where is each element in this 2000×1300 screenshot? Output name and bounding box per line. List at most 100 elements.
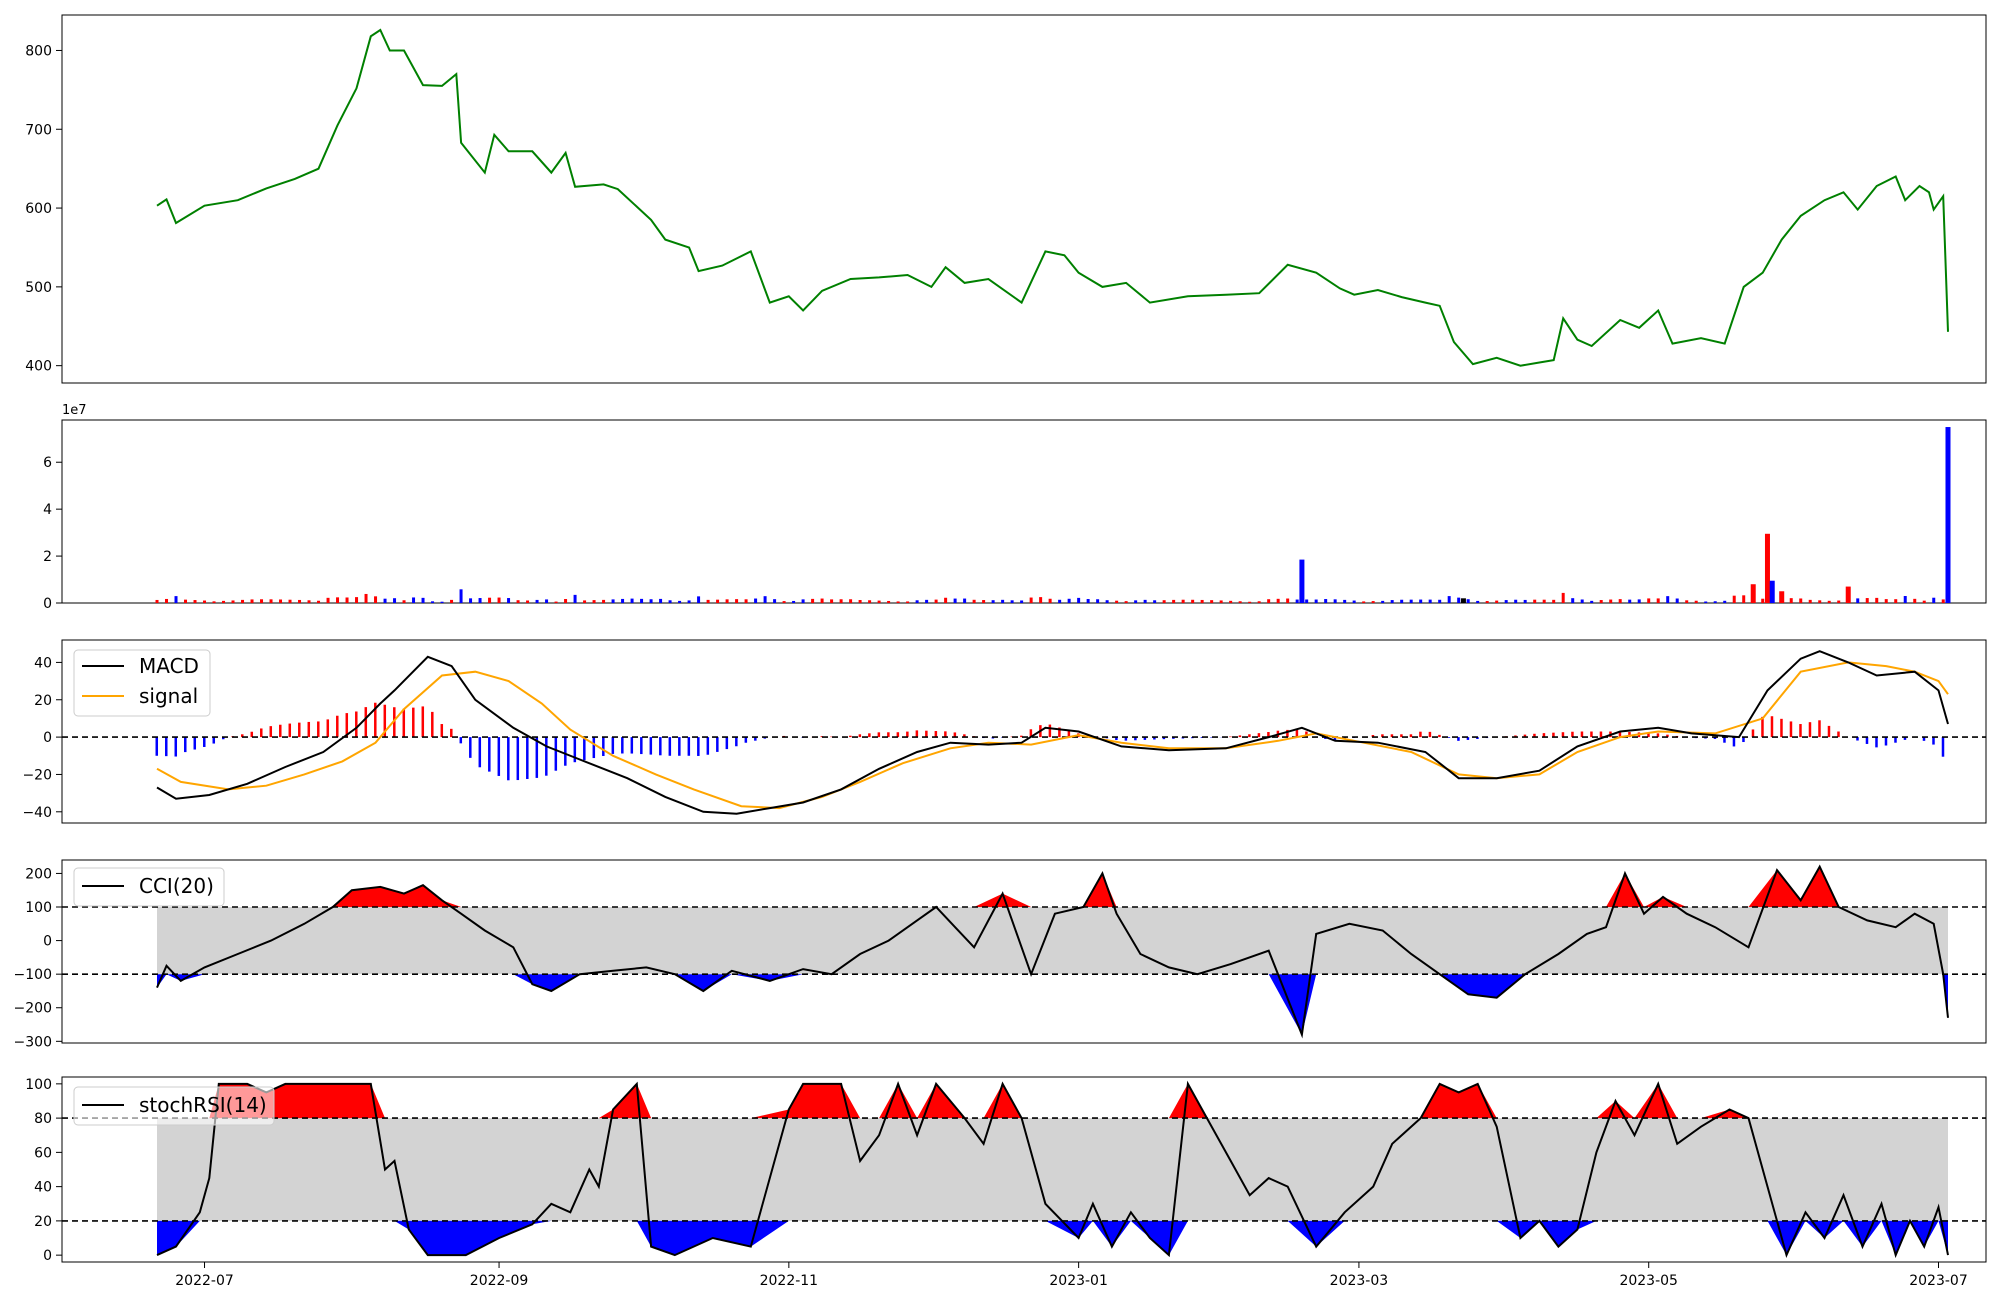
volume-bar	[279, 599, 283, 603]
macd-histogram-bar	[1523, 734, 1527, 738]
legend-stochrsi-label: stochRSI(14)	[139, 1093, 267, 1117]
volume-bar	[725, 599, 729, 603]
volume-bar	[678, 600, 682, 603]
volume-bar	[212, 601, 216, 603]
volume-bar	[1789, 598, 1793, 603]
volume-bar	[1238, 601, 1242, 603]
macd-histogram-bar	[1134, 737, 1137, 741]
volume-bar	[1922, 600, 1926, 603]
volume-bar	[535, 599, 539, 603]
volume-bar	[1945, 427, 1951, 603]
macd-histogram-bar	[687, 737, 691, 756]
macd-histogram-bar	[165, 737, 168, 757]
macd-histogram-bar	[1248, 734, 1251, 738]
macd-histogram-bar	[1713, 737, 1717, 739]
y-tick-label: 0	[43, 730, 52, 746]
macd-legend: MACD signal	[73, 649, 211, 717]
macd-histogram-bar	[1571, 731, 1574, 738]
volume-bar	[250, 599, 254, 603]
volume-bar	[155, 599, 159, 603]
volume-bar	[1856, 598, 1860, 603]
volume-bar	[868, 600, 872, 603]
volume-bar	[402, 600, 406, 603]
volume-bar	[1020, 600, 1024, 603]
volume-bar	[1590, 600, 1594, 603]
macd-histogram-bar	[535, 737, 539, 778]
volume-bar	[1523, 599, 1527, 603]
macd-histogram-bar	[1048, 724, 1052, 738]
volume-bar	[811, 598, 815, 603]
macd-histogram-bar	[554, 737, 558, 771]
macd-histogram-bar	[1153, 737, 1156, 740]
volume-bar	[1029, 597, 1033, 603]
y-tick-label: 80	[34, 1111, 52, 1127]
macd-histogram-bar	[1723, 737, 1726, 743]
macd-histogram-bar	[1115, 737, 1118, 741]
volume-bar	[1704, 601, 1708, 603]
volume-bar	[934, 599, 938, 603]
volume-bar	[260, 599, 264, 603]
volume-bar	[1769, 580, 1775, 603]
x-tick-label: 2023-03	[1330, 1273, 1389, 1289]
macd-histogram-bar	[583, 737, 586, 761]
volume-bar	[1438, 599, 1442, 603]
stochrsi-band-fill	[157, 1118, 1948, 1221]
y-tick-label: 400	[25, 359, 52, 375]
macd-histogram-bar	[1029, 729, 1033, 738]
volume-bar	[792, 600, 796, 603]
macd-histogram-bar	[1257, 733, 1261, 738]
volume-bar	[1685, 600, 1689, 603]
volume-bar	[877, 600, 881, 603]
volume-bar	[1609, 599, 1613, 603]
volume-bar	[1618, 599, 1622, 603]
volume-bar	[830, 599, 834, 603]
macd-histogram-bar	[706, 737, 710, 755]
volume-offset-label: 1e7	[62, 403, 87, 418]
macd-histogram-bar	[1438, 734, 1441, 738]
macd-histogram-bar	[507, 737, 510, 781]
macd-histogram-bar	[1533, 733, 1536, 738]
macd-histogram-bar	[697, 737, 700, 756]
volume-bar	[1058, 599, 1062, 603]
stochrsi-line	[156, 1080, 1949, 1259]
macd-histogram-bar	[174, 737, 178, 757]
macd-histogram-bar	[1770, 716, 1774, 738]
volume-bar	[1913, 598, 1917, 603]
volume-bar	[896, 601, 900, 603]
macd-histogram-bar	[754, 737, 757, 741]
macd-histogram-bar	[1732, 737, 1736, 747]
volume-bar	[1542, 599, 1546, 603]
volume-bar	[1466, 599, 1470, 603]
volume-bar	[345, 597, 349, 603]
volume-bar	[611, 599, 615, 603]
macd-histogram-bar	[488, 737, 491, 772]
macd-histogram-bar	[1647, 732, 1650, 738]
volume-bar	[241, 599, 245, 603]
volume-bar	[1656, 598, 1660, 603]
stochrsi-legend: stochRSI(14)	[73, 1086, 275, 1126]
macd-histogram-bar	[1229, 736, 1232, 738]
legend-signal-label: signal	[139, 684, 198, 708]
volume-bar	[526, 600, 530, 603]
volume-bar	[754, 598, 758, 603]
volume-bar	[801, 599, 805, 603]
macd-histogram-bar	[1390, 734, 1394, 738]
volume-bar	[431, 601, 435, 603]
volume-bar	[1257, 601, 1261, 603]
volume-bar	[1865, 598, 1869, 603]
macd-histogram-bar	[440, 724, 444, 738]
macd-histogram-bar	[649, 737, 653, 755]
volume-bar	[744, 599, 748, 603]
macd-histogram-bar	[1780, 718, 1783, 738]
volume-bar	[393, 598, 397, 603]
cci-line	[156, 864, 1949, 1039]
macd-histogram-bar	[497, 737, 501, 776]
macd-histogram-bar	[250, 731, 254, 738]
volume-bar	[298, 599, 302, 603]
macd-histogram-bar	[678, 737, 681, 756]
macd-histogram-bar	[1295, 729, 1299, 738]
macd-histogram-bar	[849, 735, 852, 738]
volume-bar	[1628, 599, 1632, 603]
volume-bar	[1571, 598, 1575, 603]
volume-bar	[1419, 599, 1423, 603]
